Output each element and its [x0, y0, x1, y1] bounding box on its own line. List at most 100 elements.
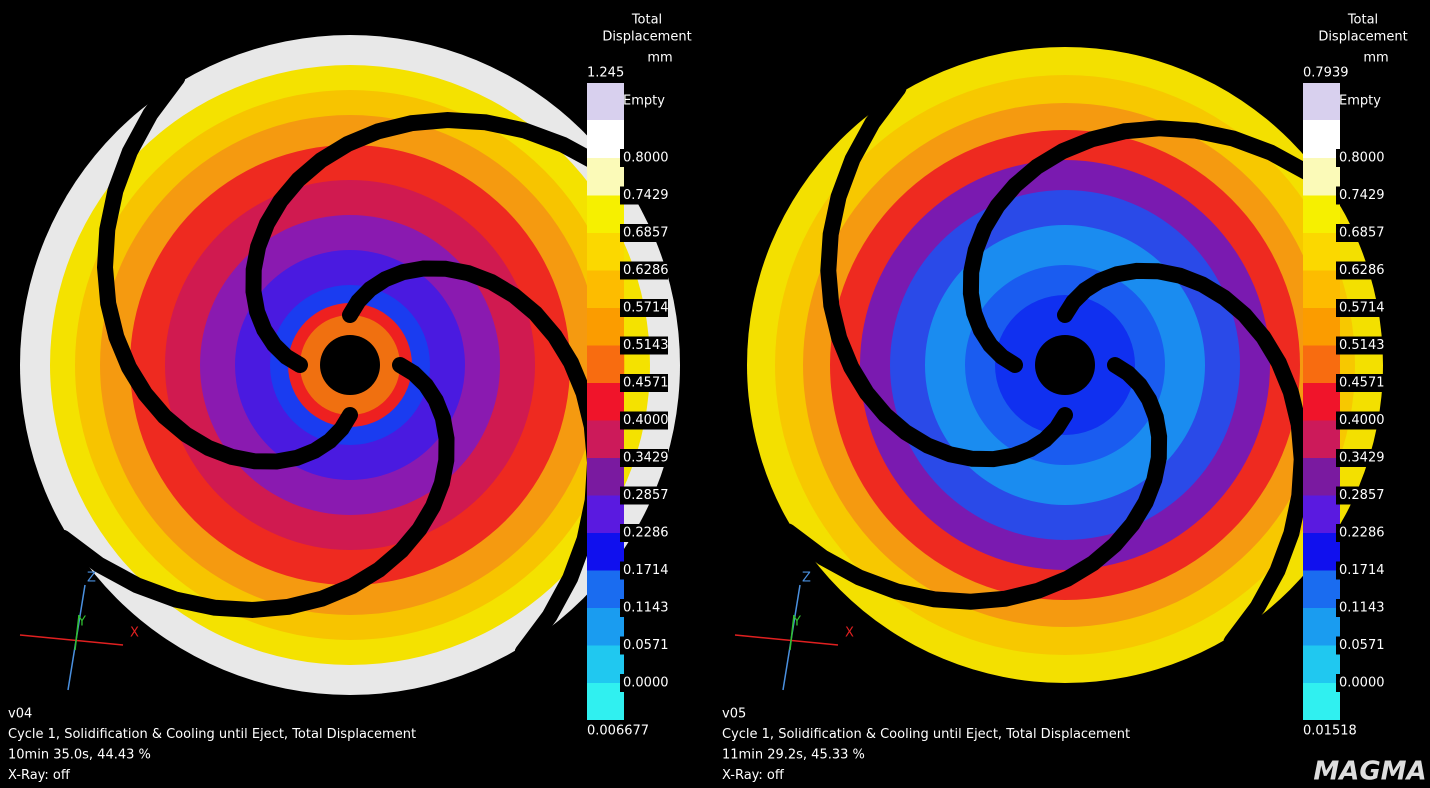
- legend-band: [1303, 495, 1340, 533]
- legend-band: [1303, 308, 1340, 346]
- blade-gap: [54, 357, 455, 619]
- logo: MAGMA: [1313, 757, 1426, 787]
- axis-label-z: Z: [802, 571, 811, 586]
- legend-label-box: [620, 636, 668, 655]
- legend-label-box: [1336, 186, 1384, 205]
- legend-label-box: [1336, 374, 1384, 392]
- legend-min: 0.006677: [587, 724, 649, 739]
- legend-title: Displacement: [1318, 30, 1407, 45]
- axis-y: [789, 614, 795, 651]
- legend-band: [1303, 570, 1340, 608]
- legend-band: [587, 383, 624, 421]
- legend-label: 0.2286: [1339, 526, 1385, 541]
- hub-hole: [320, 335, 380, 395]
- legend-label: 0.5714: [1339, 301, 1385, 316]
- footer-text: v04: [8, 707, 32, 722]
- legend-label: 0.1143: [623, 601, 669, 616]
- axis-label-x: X: [845, 626, 854, 641]
- legend-label-box: [620, 186, 668, 205]
- legend-label: 0.6857: [623, 226, 669, 241]
- legend-label: 0.2286: [623, 526, 669, 541]
- legend-label: 0.2857: [623, 488, 669, 503]
- footer-text: X-Ray: off: [722, 768, 785, 783]
- legend-band: [1303, 533, 1340, 571]
- legend-label-box: [620, 149, 668, 167]
- legend-min: 0.01518: [1303, 724, 1357, 739]
- legend-label: 0.5714: [623, 301, 669, 316]
- legend-band: [1303, 195, 1340, 233]
- blade-gap: [1057, 262, 1310, 650]
- legend-label: 0.4000: [1339, 413, 1385, 428]
- legend-band: [1303, 270, 1340, 308]
- legend-empty-band: [1303, 83, 1340, 120]
- legend-label-box: [1336, 449, 1384, 467]
- legend-label: 0.4571: [1339, 376, 1385, 391]
- legend-title: Displacement: [602, 30, 691, 45]
- legend-label: 0.1714: [623, 563, 669, 578]
- axis-label-z: Z: [87, 571, 96, 586]
- legend-label-box: [1336, 524, 1384, 542]
- legend-band: [1303, 683, 1340, 720]
- legend-label-box: [620, 561, 668, 580]
- legend-label-box: [620, 674, 668, 692]
- hub-hole: [1035, 335, 1095, 395]
- legend-label: 0.7429: [1339, 188, 1385, 203]
- legend-empty-label: Empty: [623, 94, 665, 109]
- legend-band: [1303, 383, 1340, 421]
- legend-label: 0.3429: [1339, 451, 1385, 466]
- legend-band: [587, 270, 624, 308]
- footer-text: v05: [722, 707, 746, 722]
- legend-title: Total: [1347, 13, 1378, 28]
- legend-label-box: [1336, 299, 1384, 317]
- legend-label: 0.1714: [1339, 563, 1385, 578]
- legend-band: [587, 533, 624, 571]
- legend-label-box: [1336, 636, 1384, 655]
- legend-band: [587, 458, 624, 496]
- legend-label-box: [620, 486, 668, 505]
- legend-band: [587, 570, 624, 608]
- legend-label-box: [1336, 674, 1384, 692]
- legend-band: [587, 308, 624, 346]
- legend-label: 0.8000: [623, 151, 669, 166]
- axis-label-x: X: [130, 626, 139, 641]
- legend-label-box: [1336, 336, 1384, 355]
- legend-label: 0.0571: [1339, 638, 1385, 653]
- footer-text: Cycle 1, Solidification & Cooling until …: [8, 727, 416, 742]
- legend-band: [587, 158, 624, 196]
- legend-label-box: [1336, 561, 1384, 580]
- legend-unit: mm: [647, 51, 672, 66]
- legend-label-box: [1336, 149, 1384, 167]
- legend-label: 0.1143: [1339, 601, 1385, 616]
- legend-label-box: [620, 449, 668, 467]
- legend-empty-band: [587, 83, 624, 120]
- legend-label-box: [620, 524, 668, 542]
- blade-gap: [780, 357, 1168, 610]
- footer-text: X-Ray: off: [8, 768, 71, 783]
- blade-gap: [820, 80, 1073, 468]
- axis-x: [734, 634, 839, 646]
- legend-label: 0.0000: [623, 676, 669, 691]
- legend-label-box: [620, 374, 668, 392]
- blade-gap: [96, 69, 358, 470]
- legend-label-box: [1336, 486, 1384, 505]
- legend-label: 0.6286: [623, 263, 669, 278]
- legend-label: 0.6286: [1339, 263, 1385, 278]
- legend-label-box: [620, 336, 668, 355]
- legend-band: [1303, 645, 1340, 683]
- axis-x: [19, 634, 124, 646]
- footer-text: 11min 29.2s, 45.33 %: [722, 748, 865, 763]
- legend-band: [1303, 158, 1340, 196]
- legend-band: [1303, 420, 1340, 458]
- legend-band: [1303, 233, 1340, 271]
- legend-label-box: [1336, 261, 1384, 280]
- legend-label-box: [620, 224, 668, 242]
- legend-label: 0.0000: [1339, 676, 1385, 691]
- legend-band: [587, 195, 624, 233]
- legend-label: 0.5143: [1339, 338, 1385, 353]
- legend-band: [587, 683, 624, 720]
- axis-label-y: Y: [77, 615, 86, 630]
- axis-label-y: Y: [792, 615, 801, 630]
- legend-label: 0.8000: [1339, 151, 1385, 166]
- legend-max: 1.245: [587, 66, 624, 81]
